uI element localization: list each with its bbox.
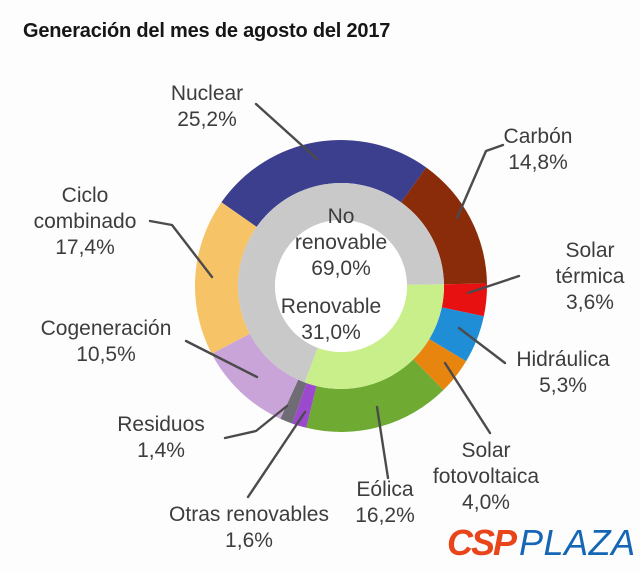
callout-cogeneracion: Cogeneración 10,5% (40, 317, 172, 366)
callout-residuos: Residuos 1,4% (117, 413, 205, 462)
leader-nuclear (254, 102, 319, 161)
slice-hidraulica (429, 307, 484, 362)
logo-csp-text: CSP (447, 522, 517, 563)
csp-plaza-logo: CSP PLAZA (447, 522, 636, 564)
leader-ciclo-combinado (148, 219, 214, 279)
slice-ciclo-combinado (194, 202, 257, 354)
inner-ring-renovable (304, 284, 444, 389)
chart-title: Generación del mes de agosto del 2017 (23, 20, 391, 42)
leader-eolica (375, 405, 390, 480)
donut-hole (275, 220, 407, 352)
callout-eolica: Eólica 16,2% (355, 478, 415, 527)
callout-solar-fotovoltaica: Solar fotovoltaica 4,0% (432, 439, 540, 514)
leader-solar-termica (466, 274, 521, 295)
callout-ciclo-combinado: Ciclo combinado 17,4% (33, 184, 137, 259)
leader-otras-renovables (246, 410, 307, 499)
leader-hidraulica (457, 326, 507, 365)
logo-plaza-text: PLAZA (519, 522, 636, 563)
callout-solar-termica: Solar térmica 3,6% (555, 239, 625, 314)
callout-hidraulica: Hidráulica 5,3% (516, 348, 610, 397)
inner-ring-no-renovable (237, 182, 444, 383)
callout-carbon: Carbón 14,8% (503, 125, 573, 174)
slice-carbon (401, 167, 487, 285)
slice-nuclear (221, 140, 427, 227)
center-label-no-renovable: No renovable 69,0% (294, 205, 388, 280)
slice-residuos (280, 379, 307, 424)
leader-cogeneracion (184, 339, 259, 379)
callout-otras-renovables: Otras renovables 1,6% (169, 503, 329, 552)
callout-nuclear: Nuclear 25,2% (170, 82, 244, 131)
leader-carbon (455, 143, 505, 220)
leader-residuos (223, 404, 289, 440)
slice-otras-renovables (292, 383, 317, 428)
center-label-renovable: Renovable 31,0% (280, 295, 382, 344)
leader-solar-fotovoltaica (443, 361, 492, 435)
slice-eolica (306, 359, 444, 433)
